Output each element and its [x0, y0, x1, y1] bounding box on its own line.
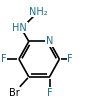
Text: F: F [1, 54, 6, 64]
Text: Br: Br [9, 88, 20, 98]
Text: N: N [46, 36, 53, 46]
Text: F: F [47, 88, 52, 98]
Text: HN: HN [12, 23, 27, 33]
Text: NH₂: NH₂ [29, 7, 47, 17]
Text: F: F [67, 54, 73, 64]
